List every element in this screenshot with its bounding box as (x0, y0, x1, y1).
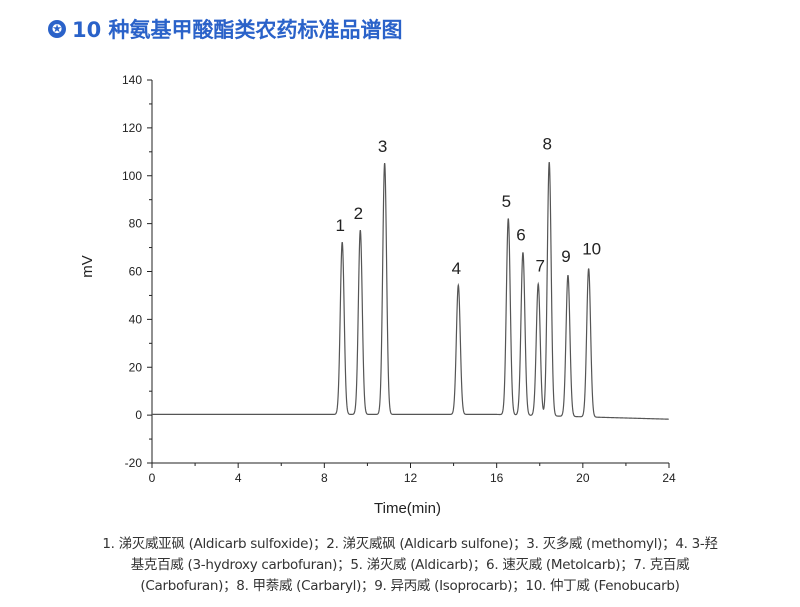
figure-caption: 1. 涕灭威亚砜 (Aldicarb sulfoxide)；2. 涕灭威砜 (A… (102, 536, 718, 594)
peak-label-4: 4 (452, 259, 461, 278)
peak-label-8: 8 (542, 134, 551, 153)
peak-label-2: 2 (354, 204, 363, 223)
y-tick-label: 20 (129, 360, 143, 374)
x-tick-label: 8 (321, 471, 328, 485)
peak-label-7: 7 (536, 256, 545, 275)
y-tick-label: 100 (122, 169, 142, 183)
peak-label-3: 3 (378, 137, 387, 156)
peak-label-10: 10 (582, 240, 601, 259)
y-tick-label: 120 (122, 121, 142, 135)
x-tick-label: 4 (235, 471, 242, 485)
x-tick-label: 16 (490, 471, 504, 485)
y-axis-label: mV (79, 255, 96, 278)
x-axis-label: Time(min) (374, 500, 441, 517)
peak-label-1: 1 (335, 216, 344, 235)
y-tick-label: 80 (129, 217, 143, 231)
title-text: 10 种氨基甲酸酯类农药标准品谱图 (72, 18, 403, 42)
x-tick-label: 12 (404, 471, 418, 485)
chart-title: ✪ 10 种氨基甲酸酯类农药标准品谱图 (48, 14, 403, 44)
chromatogram-trace (152, 162, 669, 420)
y-tick-label: 0 (135, 408, 142, 422)
y-tick-label: 140 (122, 73, 142, 87)
peak-label-5: 5 (502, 192, 511, 211)
y-tick-label: -20 (125, 456, 143, 470)
y-tick-label: 40 (129, 312, 143, 326)
x-tick-label: 20 (576, 471, 590, 485)
peak-label-6: 6 (516, 225, 525, 244)
star-badge-icon: ✪ (48, 20, 66, 38)
x-tick-label: 0 (149, 471, 156, 485)
x-tick-label: 24 (662, 471, 676, 485)
peak-label-9: 9 (561, 247, 570, 266)
y-tick-label: 60 (129, 265, 143, 279)
